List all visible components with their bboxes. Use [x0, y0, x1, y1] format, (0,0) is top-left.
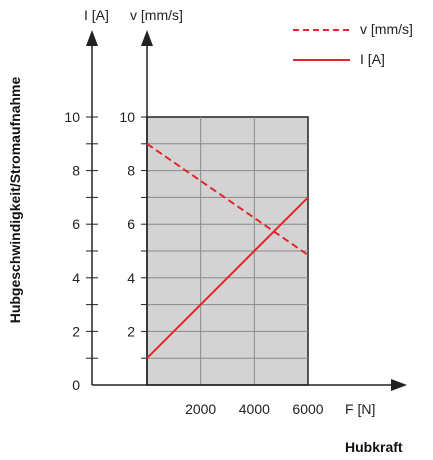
- left-axis-symbol: I [A]: [84, 7, 109, 23]
- right-y-tick-label: 8: [127, 163, 135, 179]
- left-y-tick-label: 10: [64, 109, 80, 125]
- x-tick-label: 4000: [239, 401, 270, 417]
- x-tick-label: 6000: [292, 401, 323, 417]
- right-axis-symbol: v [mm/s]: [130, 7, 183, 23]
- right-y-tick-label: 6: [127, 216, 135, 232]
- axis-ticks: 0 2 4 6 8 10 2 4 6 8 10 2000 4000 6000: [64, 109, 323, 417]
- legend-label-v: v [mm/s]: [360, 21, 413, 37]
- legend-label-i: I [A]: [360, 51, 385, 67]
- y-axis-title: Hubgeschwindigkeit/Stromaufnahme: [7, 76, 23, 323]
- left-y-tick-label: 8: [72, 163, 80, 179]
- legend: v [mm/s] I [A]: [293, 21, 413, 67]
- x-tick-label: 2000: [185, 401, 216, 417]
- series-line-i: [146, 196, 309, 359]
- x-axis-symbol: F [N]: [345, 401, 375, 417]
- left-y-axis-arrow: [86, 30, 98, 46]
- left-y-tick-label: 6: [72, 216, 80, 232]
- right-y-tick-label: 2: [127, 323, 135, 339]
- left-y-tick-label: 4: [72, 270, 80, 286]
- right-y-tick-label: 10: [119, 109, 135, 125]
- series-lines: [146, 142, 309, 359]
- left-y-tick-label: 2: [72, 323, 80, 339]
- x-axis-arrow: [391, 379, 407, 391]
- left-y-tick-label: 0: [72, 377, 80, 393]
- x-axis-title: Hubkraft: [345, 439, 403, 455]
- right-y-tick-label: 4: [127, 270, 135, 286]
- right-y-axis-arrow: [141, 30, 153, 46]
